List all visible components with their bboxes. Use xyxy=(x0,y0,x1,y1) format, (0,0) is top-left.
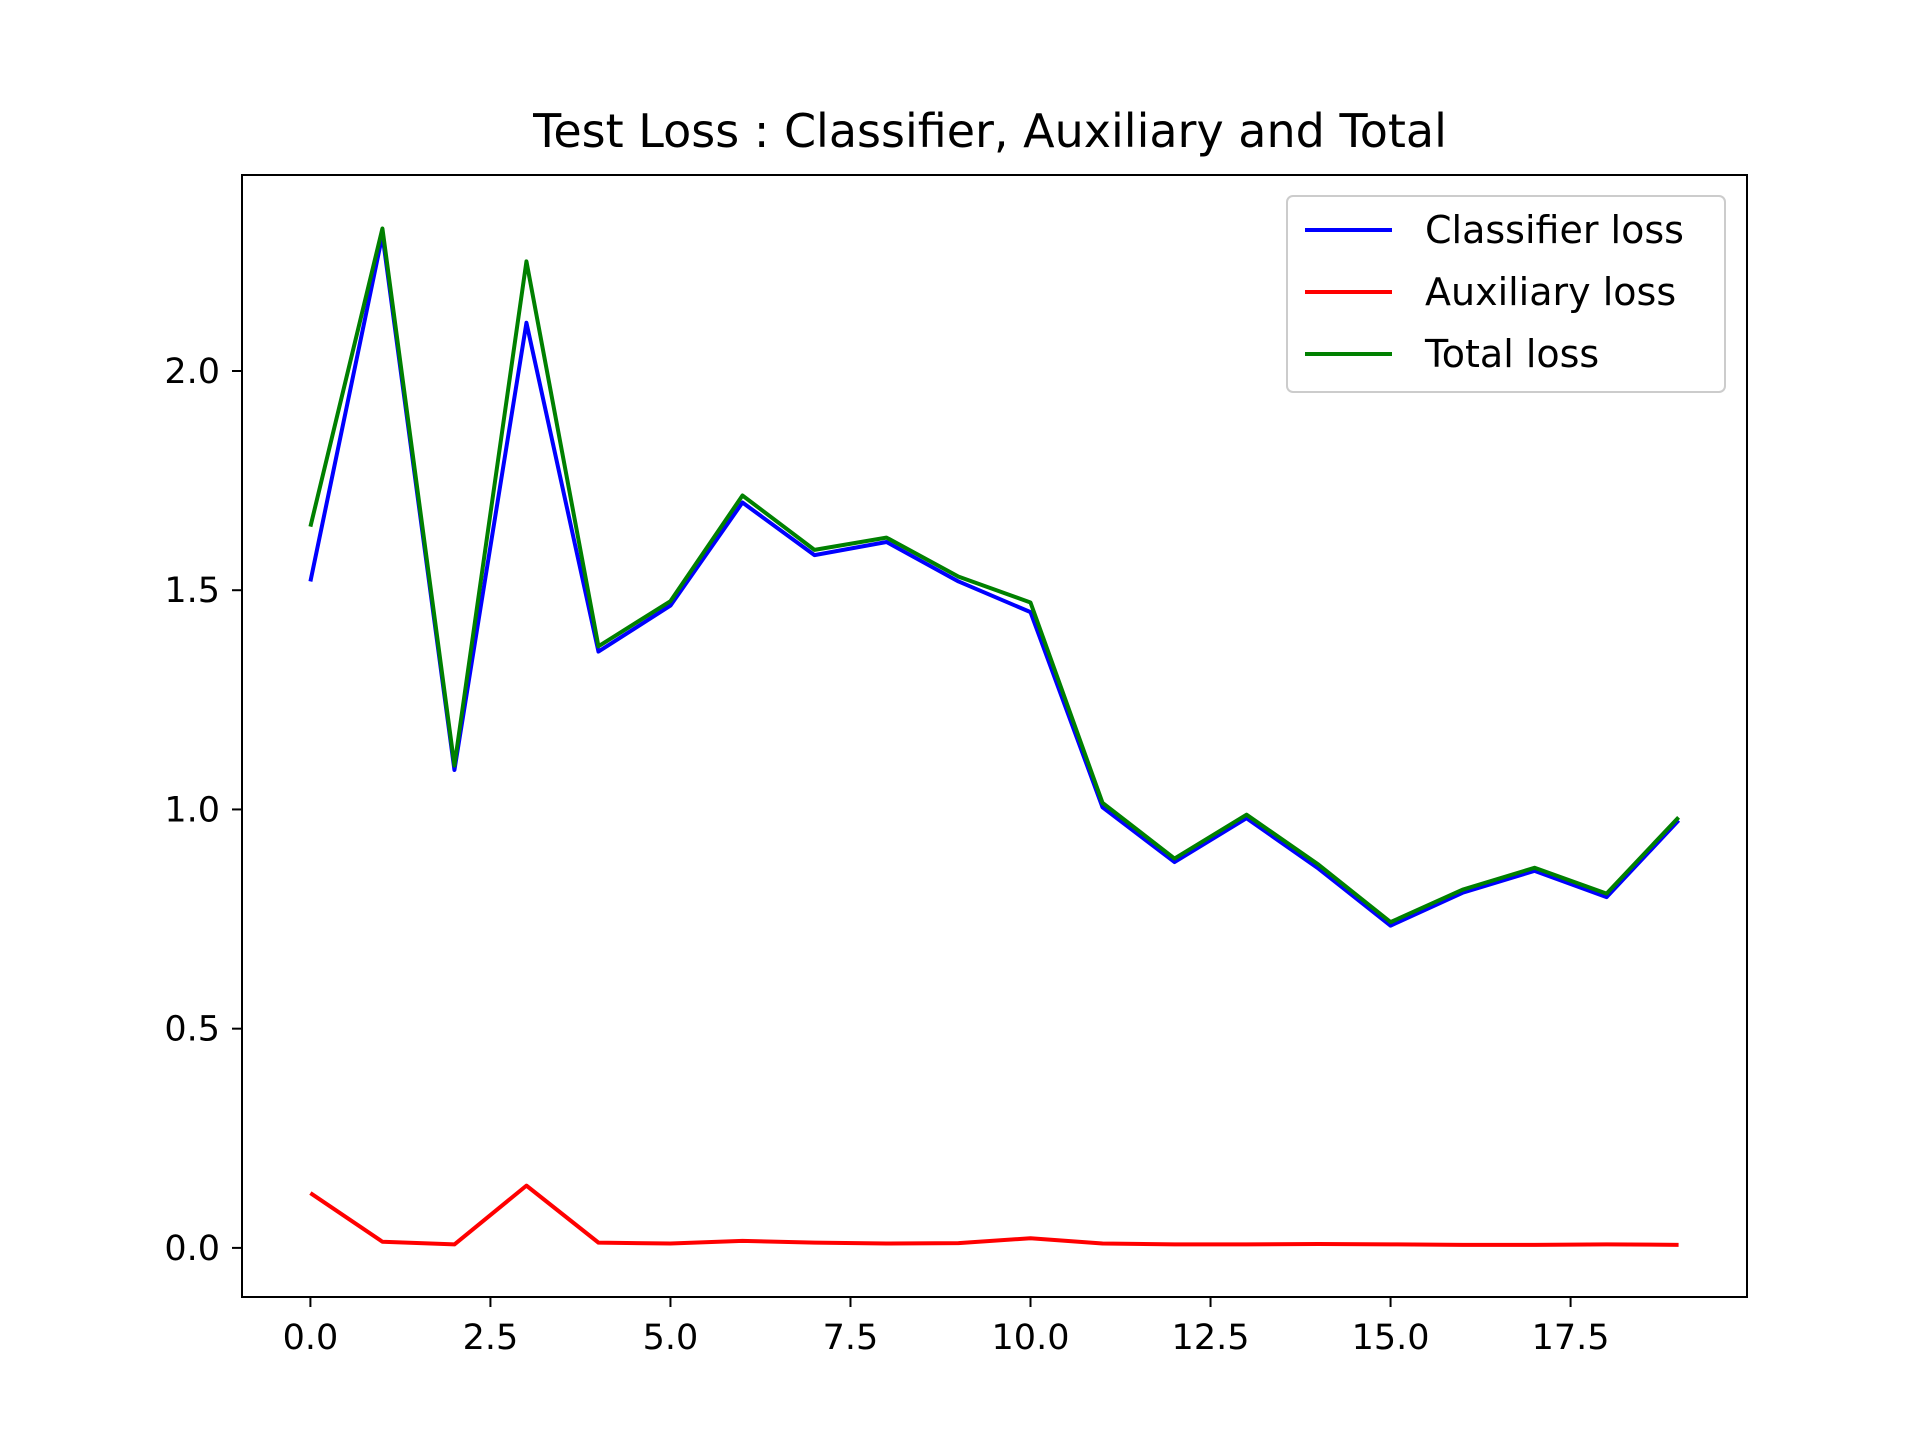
x-tick-label: 15.0 xyxy=(1352,1318,1430,1358)
chart-title: Test Loss : Classifier, Auxiliary and To… xyxy=(532,104,1447,158)
classifier-loss-line xyxy=(308,233,1681,928)
auxiliary-loss-legend-label: Auxiliary loss xyxy=(1425,270,1676,314)
x-tick-label: 12.5 xyxy=(1172,1318,1250,1358)
total-loss-line xyxy=(308,226,1681,925)
x-tick-label: 5.0 xyxy=(643,1318,699,1358)
plot-frame xyxy=(241,174,1748,1298)
total-loss-legend-label: Total loss xyxy=(1424,332,1599,376)
x-tick-label: 2.5 xyxy=(463,1318,519,1358)
series-lines xyxy=(308,226,1681,1247)
x-tick-label: 0.0 xyxy=(283,1318,339,1358)
legend-box xyxy=(1286,195,1726,393)
x-tick-label: 10.0 xyxy=(992,1318,1070,1358)
auxiliary-loss-line xyxy=(309,1183,1679,1247)
classifier-loss-legend-label: Classifier loss xyxy=(1425,208,1684,252)
y-tick-label: 0.5 xyxy=(164,1010,220,1050)
y-tick-label: 1.5 xyxy=(164,571,220,611)
y-axis: 0.0 0.5 1.0 1.5 2.0 xyxy=(164,352,242,1269)
legend: Classifier loss Auxiliary loss Total loss xyxy=(1286,195,1726,393)
x-tick-label: 7.5 xyxy=(823,1318,879,1358)
y-tick-label: 2.0 xyxy=(164,352,220,392)
x-axis: 0.0 2.5 5.0 7.5 10.0 12.5 15.0 17.5 xyxy=(283,1297,1610,1358)
y-tick-label: 1.0 xyxy=(164,790,220,830)
y-tick-label: 0.0 xyxy=(164,1229,220,1269)
x-tick-label: 17.5 xyxy=(1532,1318,1610,1358)
